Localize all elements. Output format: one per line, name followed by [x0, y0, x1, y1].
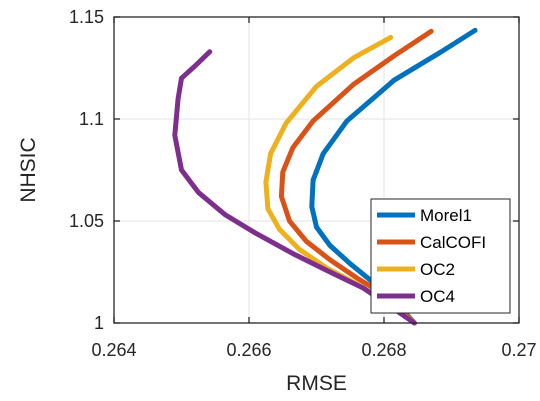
plot-area-box [113, 16, 520, 324]
y-tick-label-0: 1 [94, 313, 104, 333]
y-tick-label-3: 1.15 [69, 7, 104, 27]
legend-label-morel1: Morel1 [420, 206, 472, 225]
axes [113, 16, 520, 324]
legend-label-calcofi: CalCOFI [420, 233, 486, 252]
series-line-calcofi [278, 28, 434, 326]
x-tick-label-0: 0.264 [91, 340, 136, 360]
tick-labels: 0.264 0.266 0.268 0.27 1 1.05 1.1 1.15 [69, 7, 537, 360]
legend-label-oc2: OC2 [420, 260, 455, 279]
x-tick-label-1: 0.266 [226, 340, 271, 360]
legend-label-oc4: OC4 [420, 287, 455, 306]
y-axis-title: NHSIC [17, 137, 40, 202]
series-line-oc4 [172, 49, 417, 326]
x-axis-title: RMSE [286, 372, 347, 395]
x-tick-label-3: 0.27 [501, 340, 536, 360]
y-tick-label-2: 1.1 [79, 109, 104, 129]
y-tick-label-1: 1.05 [69, 211, 104, 231]
legend: Morel1 CalCOFI OC2 OC4 [370, 198, 511, 314]
x-tick-label-2: 0.268 [361, 340, 406, 360]
